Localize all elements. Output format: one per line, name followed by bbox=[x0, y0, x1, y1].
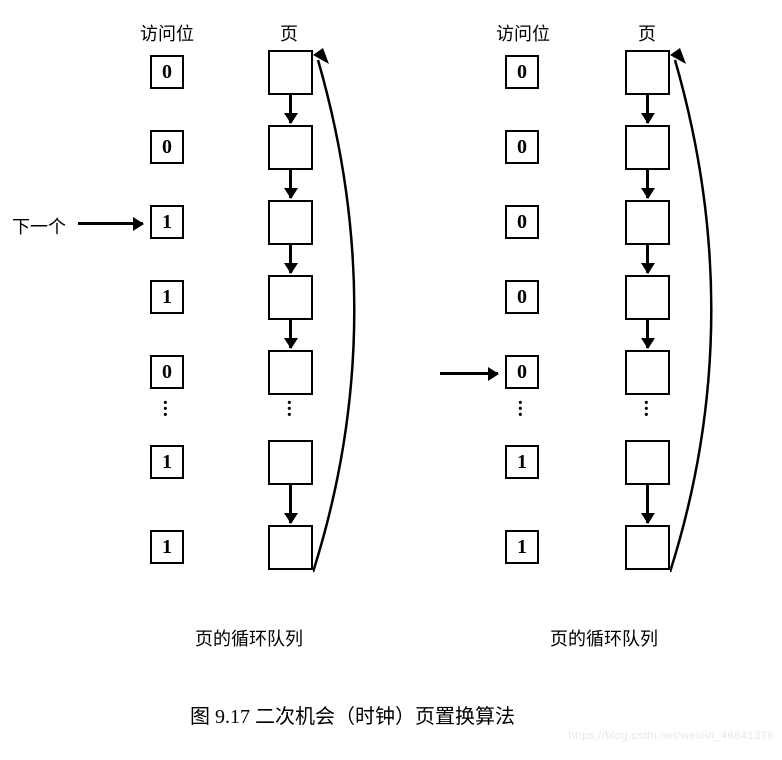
right-page-arrow-3 bbox=[646, 320, 649, 348]
left-page-vdots: ··· bbox=[286, 400, 293, 418]
right-loop-curve bbox=[670, 40, 770, 600]
right-page-arrow-0 bbox=[646, 95, 649, 123]
right-page-box-6 bbox=[625, 525, 670, 570]
left-access-vdots: ··· bbox=[162, 400, 169, 418]
left-page-box-1 bbox=[268, 125, 313, 170]
left-access-bit-4: 0 bbox=[150, 355, 184, 389]
right-access-bit-3-value: 0 bbox=[517, 286, 527, 309]
right-pointer-arrow bbox=[440, 372, 498, 375]
left-access-bit-4-value: 0 bbox=[162, 361, 172, 384]
left-page-header: 页 bbox=[280, 20, 298, 46]
right-page-header: 页 bbox=[638, 20, 656, 46]
left-bottom-label: 页的循环队列 bbox=[195, 625, 303, 651]
right-page-arrow-5 bbox=[646, 485, 649, 523]
right-access-bit-6-value: 1 bbox=[517, 536, 527, 559]
left-access-bit-2: 1 bbox=[150, 205, 184, 239]
right-access-bit-5: 1 bbox=[505, 445, 539, 479]
left-access-bit-1: 0 bbox=[150, 130, 184, 164]
clock-algorithm-diagram: 访问位 页 0 0 1 1 0 ··· 1 1 ··· 下一个 bbox=[0, 0, 782, 760]
right-access-bit-2-value: 0 bbox=[517, 211, 527, 234]
left-access-bit-1-value: 0 bbox=[162, 136, 172, 159]
left-access-bit-5-value: 1 bbox=[162, 451, 172, 474]
left-page-box-2 bbox=[268, 200, 313, 245]
right-access-bit-1: 0 bbox=[505, 130, 539, 164]
left-loop-curve bbox=[313, 40, 413, 600]
left-access-bit-6: 1 bbox=[150, 530, 184, 564]
left-access-bit-0-value: 0 bbox=[162, 61, 172, 84]
left-access-bit-5: 1 bbox=[150, 445, 184, 479]
left-page-arrow-1 bbox=[289, 170, 292, 198]
left-page-box-0 bbox=[268, 50, 313, 95]
right-access-bit-0-value: 0 bbox=[517, 61, 527, 84]
right-page-arrow-1 bbox=[646, 170, 649, 198]
left-page-box-6 bbox=[268, 525, 313, 570]
watermark-text: https://blog.csdn.net/weixin_46841376 bbox=[568, 730, 774, 742]
left-access-bit-3: 1 bbox=[150, 280, 184, 314]
left-page-box-4 bbox=[268, 350, 313, 395]
left-page-arrow-0 bbox=[289, 95, 292, 123]
right-page-box-0 bbox=[625, 50, 670, 95]
right-page-vdots: ··· bbox=[643, 400, 650, 418]
right-page-arrow-2 bbox=[646, 245, 649, 273]
right-access-bit-5-value: 1 bbox=[517, 451, 527, 474]
left-page-arrow-3 bbox=[289, 320, 292, 348]
right-access-bit-2: 0 bbox=[505, 205, 539, 239]
right-page-box-1 bbox=[625, 125, 670, 170]
right-access-bit-1-value: 0 bbox=[517, 136, 527, 159]
left-page-arrow-5 bbox=[289, 485, 292, 523]
left-access-bit-6-value: 1 bbox=[162, 536, 172, 559]
right-bottom-label: 页的循环队列 bbox=[550, 625, 658, 651]
figure-caption: 图 9.17 二次机会（时钟）页置换算法 bbox=[190, 700, 515, 729]
right-access-bit-4: 0 bbox=[505, 355, 539, 389]
left-page-box-3 bbox=[268, 275, 313, 320]
right-access-bit-header: 访问位 bbox=[496, 20, 550, 46]
left-pointer-label: 下一个 bbox=[12, 213, 66, 239]
left-access-bit-2-value: 1 bbox=[162, 211, 172, 234]
left-pointer-arrow bbox=[78, 222, 143, 225]
right-access-bit-3: 0 bbox=[505, 280, 539, 314]
right-page-box-4 bbox=[625, 350, 670, 395]
right-access-bit-0: 0 bbox=[505, 55, 539, 89]
left-access-bit-3-value: 1 bbox=[162, 286, 172, 309]
left-page-arrow-2 bbox=[289, 245, 292, 273]
right-page-box-2 bbox=[625, 200, 670, 245]
right-page-box-3 bbox=[625, 275, 670, 320]
left-access-bit-header: 访问位 bbox=[140, 20, 194, 46]
left-page-box-5 bbox=[268, 440, 313, 485]
right-access-bit-6: 1 bbox=[505, 530, 539, 564]
right-access-bit-4-value: 0 bbox=[517, 361, 527, 384]
right-access-vdots: ··· bbox=[517, 400, 524, 418]
left-access-bit-0: 0 bbox=[150, 55, 184, 89]
right-page-box-5 bbox=[625, 440, 670, 485]
